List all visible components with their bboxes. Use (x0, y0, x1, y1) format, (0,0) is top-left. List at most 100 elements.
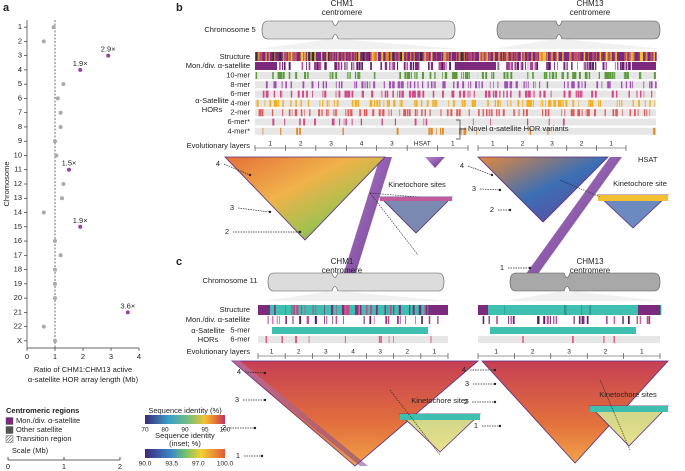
track-stripe (404, 52, 407, 61)
arrow-head (493, 400, 497, 404)
track-stripe (316, 62, 319, 70)
track-stripe (516, 62, 519, 70)
track-stripe (613, 316, 615, 324)
track-stripe (386, 99, 389, 107)
track-label: Mon./div. α-satellite (186, 315, 250, 324)
track-stripe (318, 109, 321, 117)
track (258, 305, 270, 315)
track-stripe (647, 52, 649, 61)
track-stripe (380, 62, 383, 70)
track-stripe (280, 72, 283, 79)
panel-label: a (3, 2, 10, 14)
track-stripe (448, 99, 449, 107)
track-stripe (373, 99, 376, 107)
track-stripe (322, 81, 324, 89)
track-stripe (622, 109, 624, 117)
track-stripe (547, 127, 549, 135)
colorbar-label: 90 (181, 427, 189, 434)
track-stripe (306, 52, 308, 61)
track-stripe (506, 72, 509, 79)
track-stripe (279, 62, 281, 70)
track-stripe (613, 336, 615, 343)
track-stripe (492, 72, 495, 79)
track-stripe (370, 305, 372, 315)
track-stripe (518, 109, 520, 117)
chromosome-label: Chromosome 5 (204, 25, 255, 34)
track-stripe (484, 90, 486, 98)
track-stripe (285, 81, 287, 89)
track-stripe (566, 72, 569, 79)
track-stripe (643, 109, 646, 117)
track-stripe (458, 109, 461, 117)
zoom-cone (506, 291, 664, 301)
track-stripe (561, 109, 563, 117)
track-stripe (414, 52, 416, 61)
track-stripe (392, 52, 394, 61)
hor-label: 4-mer (230, 98, 250, 107)
colorbar-label: 97.0 (192, 461, 205, 468)
hor-label: 2-mer (230, 108, 250, 117)
track-stripe (545, 72, 548, 79)
track-stripe (397, 81, 400, 89)
track-stripe (605, 62, 607, 70)
legend-label: Mon./div. α-satellite (16, 416, 80, 425)
track-stripe (273, 90, 276, 98)
track-stripe (496, 109, 498, 117)
track (638, 305, 660, 315)
track-stripe (454, 72, 456, 79)
point (78, 67, 83, 72)
track-stripe (433, 81, 435, 89)
track-stripe (629, 81, 632, 89)
track-stripe (420, 99, 423, 107)
track-stripe (401, 52, 404, 61)
track-stripe (629, 62, 631, 70)
track-stripe (572, 109, 575, 117)
track-stripe (440, 109, 442, 117)
track-stripe (415, 99, 418, 107)
track-stripe (481, 81, 483, 89)
track-stripe (612, 109, 615, 117)
track-stripe (443, 62, 446, 70)
annotation: Kinetochore sites (411, 396, 469, 405)
track-stripe (309, 52, 312, 61)
track-stripe (548, 118, 550, 126)
track-stripe (468, 52, 471, 61)
track-stripe (467, 90, 469, 98)
track-stripe (459, 90, 462, 98)
track-stripe (403, 52, 405, 61)
track-stripe (574, 72, 577, 79)
track-stripe (458, 52, 461, 61)
track-stripe (608, 52, 610, 61)
layer-label: 4 (360, 141, 364, 148)
track-stripe (523, 52, 525, 61)
track-stripe (493, 81, 494, 89)
track-stripe (382, 109, 384, 117)
track-stripe (629, 52, 631, 61)
track-stripe (609, 52, 611, 61)
track-stripe (532, 62, 534, 70)
track-stripe (375, 52, 377, 61)
track-stripe (371, 62, 372, 70)
y-tick-label: 15 (14, 222, 22, 231)
y-tick-label: 13 (14, 193, 22, 202)
layer-label: 3 (324, 349, 328, 356)
track-stripe (325, 81, 328, 89)
track-stripe (327, 109, 329, 117)
track-stripe (429, 109, 431, 117)
annotation: HSAT (638, 155, 658, 164)
track-stripe (588, 99, 589, 107)
track-stripe (329, 72, 331, 79)
track-stripe (341, 81, 343, 89)
y-tick-label: 6 (18, 93, 22, 102)
track-stripe (592, 62, 594, 70)
track-stripe (423, 52, 425, 61)
track-stripe (529, 52, 532, 61)
hor-label: 6-mer (230, 89, 250, 98)
track-stripe (487, 99, 489, 107)
track-stripe (578, 72, 581, 79)
track-stripe (394, 52, 397, 61)
track-stripe (421, 81, 424, 89)
track-stripe (294, 109, 297, 117)
track-stripe (335, 62, 337, 70)
